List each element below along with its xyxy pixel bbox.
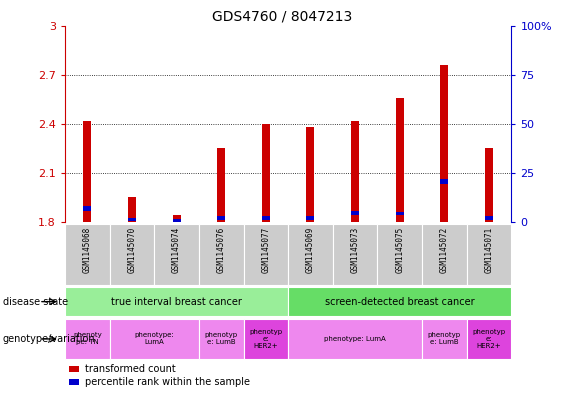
Bar	[65, 319, 110, 359]
Text: phenotyp
e: LumB: phenotyp e: LumB	[205, 332, 238, 345]
Bar	[467, 319, 511, 359]
Bar	[262, 124, 270, 222]
Bar	[485, 148, 493, 222]
Text: true interval breast cancer: true interval breast cancer	[111, 297, 242, 307]
Bar	[288, 224, 333, 285]
Bar	[128, 197, 136, 222]
Bar	[69, 366, 79, 372]
Bar	[467, 224, 511, 285]
Bar	[333, 224, 377, 285]
Bar	[306, 216, 315, 220]
Bar	[65, 224, 110, 285]
Text: GSM1145070: GSM1145070	[128, 227, 136, 273]
Text: GSM1145074: GSM1145074	[172, 227, 181, 273]
Text: percentile rank within the sample: percentile rank within the sample	[85, 377, 250, 387]
Bar	[440, 179, 449, 184]
Text: GSM1145072: GSM1145072	[440, 227, 449, 273]
Text: GSM1145068: GSM1145068	[83, 227, 92, 273]
Text: phenotyp
e: LumB: phenotyp e: LumB	[428, 332, 461, 345]
Bar	[440, 65, 449, 222]
Bar	[396, 97, 404, 222]
Text: phenotyp
e:
HER2+: phenotyp e: HER2+	[472, 329, 506, 349]
Bar	[485, 216, 493, 220]
Text: phenotype:
LumA: phenotype: LumA	[134, 332, 174, 345]
Bar	[65, 287, 288, 316]
Text: screen-detected breast cancer: screen-detected breast cancer	[325, 297, 475, 307]
Bar	[128, 218, 136, 221]
Bar	[422, 224, 467, 285]
Bar	[83, 121, 92, 222]
Text: transformed count: transformed count	[85, 364, 176, 374]
Text: GDS4760 / 8047213: GDS4760 / 8047213	[212, 10, 353, 24]
Bar	[288, 287, 511, 316]
Bar	[262, 216, 270, 220]
Bar	[110, 224, 154, 285]
Bar	[422, 319, 467, 359]
Text: phenoty
pe: TN: phenoty pe: TN	[73, 332, 102, 345]
Bar	[199, 319, 244, 359]
Text: genotype/variation: genotype/variation	[3, 334, 95, 344]
Bar	[288, 319, 422, 359]
Bar	[244, 319, 288, 359]
Text: GSM1145073: GSM1145073	[351, 227, 359, 273]
Bar	[199, 224, 244, 285]
Bar	[217, 148, 225, 222]
Bar	[351, 211, 359, 215]
Text: GSM1145075: GSM1145075	[396, 227, 404, 273]
Text: disease state: disease state	[3, 297, 68, 307]
Text: phenotyp
e:
HER2+: phenotyp e: HER2+	[249, 329, 282, 349]
Bar	[217, 216, 225, 220]
Text: GSM1145071: GSM1145071	[485, 227, 493, 273]
Text: GSM1145076: GSM1145076	[217, 227, 225, 273]
Bar	[396, 212, 404, 215]
Bar	[110, 319, 199, 359]
Bar	[172, 215, 181, 222]
Bar	[154, 224, 199, 285]
Bar	[306, 127, 315, 222]
Bar	[351, 121, 359, 222]
Bar	[377, 224, 422, 285]
Text: GSM1145069: GSM1145069	[306, 227, 315, 273]
Bar	[244, 224, 288, 285]
Text: phenotype: LumA: phenotype: LumA	[324, 336, 386, 342]
Bar	[172, 219, 181, 222]
Text: GSM1145077: GSM1145077	[262, 227, 270, 273]
Bar	[69, 379, 79, 386]
Bar	[83, 206, 92, 211]
